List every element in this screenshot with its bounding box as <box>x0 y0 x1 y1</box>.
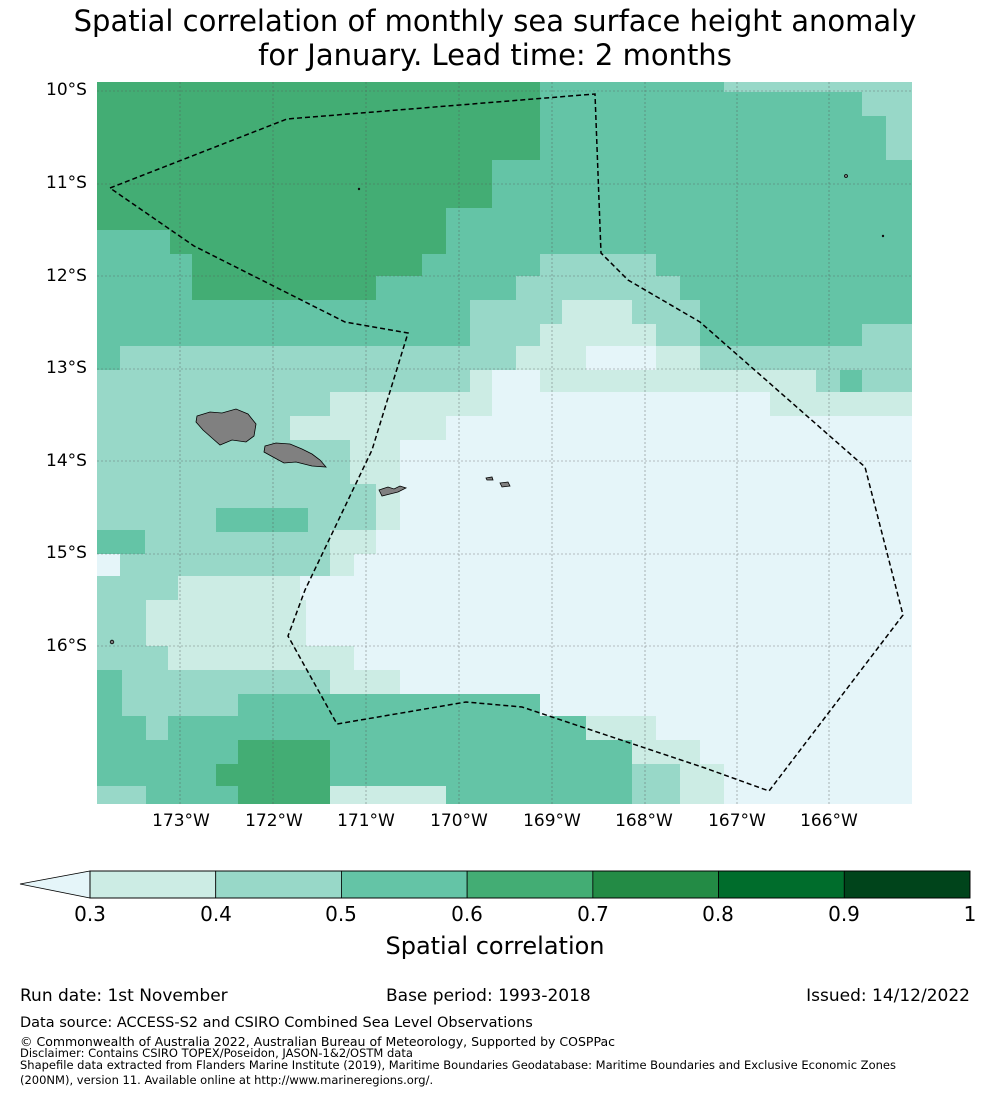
shapefile-credit-1: Shapefile data extracted from Flanders M… <box>20 1058 896 1072</box>
colorbar-tick-0-5: 0.5 <box>325 902 357 926</box>
field-patch-lowmid-bottom <box>97 786 145 804</box>
colorbar-bin-3 <box>466 870 594 899</box>
lat-label-10s: 10°S <box>46 80 87 100</box>
lat-label-14s: 14°S <box>46 451 87 471</box>
data-source: Data source: ACCESS-S2 and CSIRO Combine… <box>20 1015 533 1031</box>
issued-date: Issued: 14/12/2022 <box>806 986 970 1006</box>
map-canvas <box>97 82 912 804</box>
field-region-low-center <box>146 300 912 804</box>
island-dot-3 <box>109 639 115 645</box>
lon-label-170w: 170°W <box>430 811 488 831</box>
colorbar-tick-0-4: 0.4 <box>200 902 232 926</box>
colorbar-tick-0-3: 0.3 <box>74 902 106 926</box>
field-region-high-topleft <box>97 82 540 300</box>
colorbar-bin-1 <box>215 870 342 899</box>
lat-label-13s: 13°S <box>46 358 87 378</box>
lat-label-12s: 12°S <box>46 266 87 286</box>
title-line-1: Spatial correlation of monthly sea surfa… <box>73 4 917 38</box>
colorbar-tick-0-9: 0.9 <box>828 902 860 926</box>
island-swains <box>357 187 361 191</box>
island-dot-2 <box>881 234 885 238</box>
run-date: Run date: 1st November <box>20 986 228 1006</box>
chart-title: Spatial correlation of monthly sea surfa… <box>0 4 990 72</box>
correlation-field <box>97 82 912 804</box>
island-tau <box>499 481 511 488</box>
lon-label-171w: 171°W <box>337 811 395 831</box>
colorbar-frame <box>89 870 971 899</box>
lat-label-15s: 15°S <box>46 543 87 563</box>
eez-boundary <box>108 93 904 792</box>
colorbar-tick-0-7: 0.7 <box>577 902 609 926</box>
lon-label-173w: 173°W <box>152 811 210 831</box>
colorbar-bin-0 <box>89 870 217 899</box>
lon-label-168w: 168°W <box>615 811 673 831</box>
base-period: Base period: 1993-2018 <box>386 986 591 1006</box>
colorbar-bin-4 <box>592 870 719 899</box>
title-line-2: for January. Lead time: 2 months <box>258 38 732 72</box>
lon-label-167w: 167°W <box>708 811 766 831</box>
island-ofu <box>485 476 494 481</box>
island-upolu <box>263 442 327 468</box>
gridlines <box>97 82 912 804</box>
island-savaii <box>195 408 257 446</box>
field-region-lowmid-topright <box>724 82 912 230</box>
island-rose <box>844 174 848 178</box>
field-region-low-strip <box>97 576 306 624</box>
colorbar-title: Spatial correlation <box>385 932 605 960</box>
lon-label-169w: 169°W <box>523 811 581 831</box>
colorbar-bin-6 <box>843 870 971 899</box>
islands <box>109 174 885 645</box>
lat-label-11s: 11°S <box>46 173 87 193</box>
lon-label-172w: 172°W <box>245 811 303 831</box>
lat-label-16s: 16°S <box>46 636 87 656</box>
field-patch-mid-1 <box>216 508 308 532</box>
colorbar-bin-5 <box>718 870 845 899</box>
field-patch-mid-2 <box>97 530 145 554</box>
field-patch-low-bottom <box>330 786 446 804</box>
island-tutuila <box>378 485 408 497</box>
field-region-lowest <box>306 346 912 804</box>
colorbar-bin-2 <box>341 870 468 899</box>
colorbar-extend-arrow <box>19 870 91 899</box>
colorbar <box>19 870 971 899</box>
copyright: © Commonwealth of Australia 2022, Austra… <box>20 1034 615 1049</box>
colorbar-bins <box>89 870 971 899</box>
disclaimer: Disclaimer: Contains CSIRO TOPEX/Poseido… <box>20 1046 413 1060</box>
shapefile-credit-2: (200NM), version 11. Available online at… <box>20 1073 434 1087</box>
colorbar-tick-1: 1 <box>963 902 977 926</box>
colorbar-tick-0-6: 0.6 <box>451 902 483 926</box>
colorbar-tick-0-8: 0.8 <box>702 902 734 926</box>
lon-label-166w: 166°W <box>800 811 858 831</box>
